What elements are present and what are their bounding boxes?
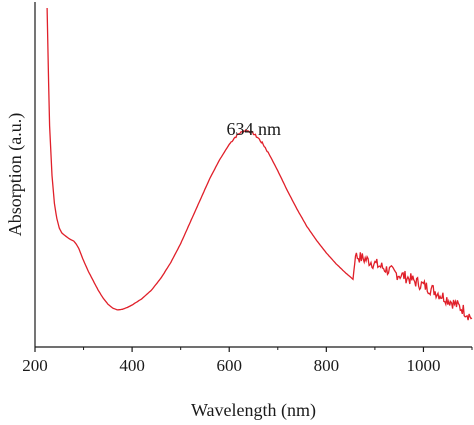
x-tick-label: 400 xyxy=(119,356,145,375)
x-axis-title: Wavelength (nm) xyxy=(191,400,316,421)
x-axis-ticks: 200 400 600 800 1000 xyxy=(22,347,473,375)
y-axis-title: Absorption (a.u.) xyxy=(5,113,26,236)
x-tick-label: 200 xyxy=(22,356,48,375)
plot-frame xyxy=(34,2,472,348)
absorption-series-line xyxy=(46,7,473,321)
x-tick-label: 600 xyxy=(216,356,242,375)
x-tick-label: 1000 xyxy=(406,356,440,375)
x-tick-label: 800 xyxy=(314,356,340,375)
peak-annotation: 634 nm xyxy=(226,119,281,139)
